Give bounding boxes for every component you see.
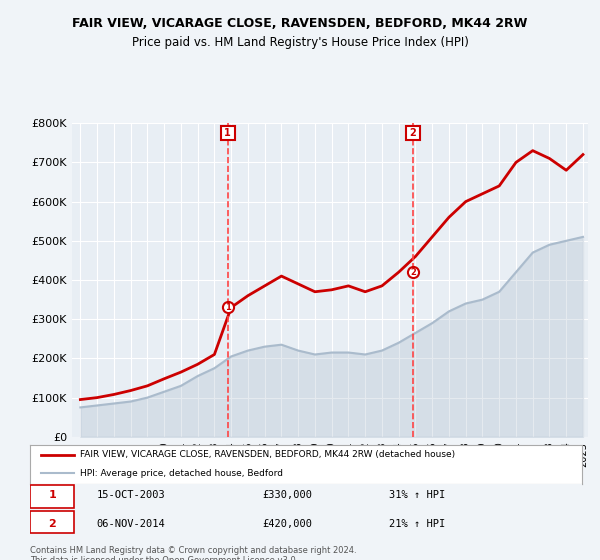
Text: FAIR VIEW, VICARAGE CLOSE, RAVENSDEN, BEDFORD, MK44 2RW (detached house): FAIR VIEW, VICARAGE CLOSE, RAVENSDEN, BE… bbox=[80, 450, 455, 460]
Text: 1: 1 bbox=[48, 491, 56, 501]
Text: 06-NOV-2014: 06-NOV-2014 bbox=[96, 519, 165, 529]
Text: £420,000: £420,000 bbox=[262, 519, 312, 529]
Text: 1: 1 bbox=[224, 128, 231, 138]
FancyBboxPatch shape bbox=[30, 486, 74, 507]
Text: 2: 2 bbox=[410, 268, 416, 277]
Text: 1: 1 bbox=[225, 303, 231, 312]
Text: Contains HM Land Registry data © Crown copyright and database right 2024.
This d: Contains HM Land Registry data © Crown c… bbox=[30, 546, 356, 560]
Text: 31% ↑ HPI: 31% ↑ HPI bbox=[389, 491, 445, 501]
Text: FAIR VIEW, VICARAGE CLOSE, RAVENSDEN, BEDFORD, MK44 2RW: FAIR VIEW, VICARAGE CLOSE, RAVENSDEN, BE… bbox=[73, 17, 527, 30]
Text: 21% ↑ HPI: 21% ↑ HPI bbox=[389, 519, 445, 529]
FancyBboxPatch shape bbox=[30, 511, 74, 533]
Text: £330,000: £330,000 bbox=[262, 491, 312, 501]
Text: HPI: Average price, detached house, Bedford: HPI: Average price, detached house, Bedf… bbox=[80, 469, 283, 478]
Text: 15-OCT-2003: 15-OCT-2003 bbox=[96, 491, 165, 501]
Text: 2: 2 bbox=[410, 128, 416, 138]
Text: Price paid vs. HM Land Registry's House Price Index (HPI): Price paid vs. HM Land Registry's House … bbox=[131, 36, 469, 49]
Text: 2: 2 bbox=[48, 519, 56, 529]
